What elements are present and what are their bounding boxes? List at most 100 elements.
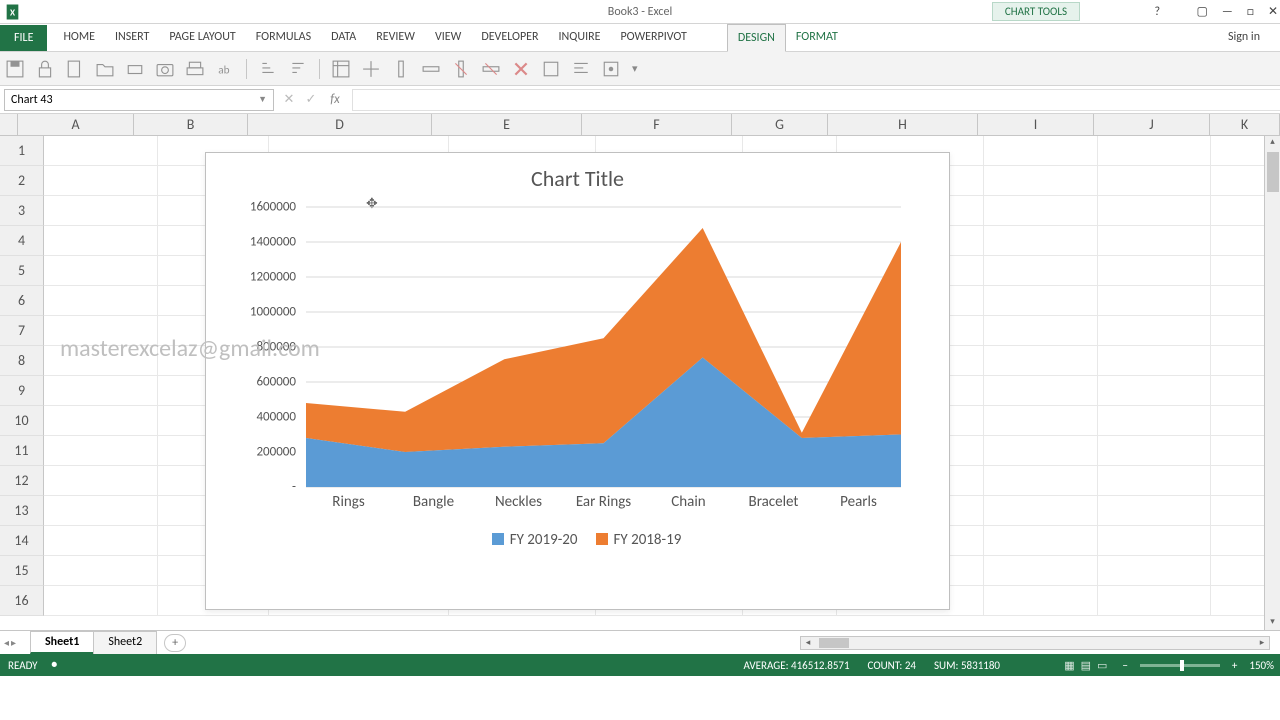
cell[interactable]	[1098, 526, 1212, 556]
form-icon[interactable]	[542, 60, 560, 78]
view-mode-icons[interactable]: ▦▤▭	[1061, 659, 1110, 672]
sheet-nav[interactable]: ◂▸	[4, 636, 16, 649]
column-header-I[interactable]: I	[978, 114, 1094, 135]
hscroll-thumb[interactable]	[819, 638, 849, 648]
cell[interactable]	[984, 526, 1098, 556]
cell[interactable]	[1098, 316, 1212, 346]
namebox-dropdown-icon[interactable]: ▼	[258, 94, 267, 105]
cell[interactable]	[984, 436, 1098, 466]
chart-plot-area[interactable]	[306, 207, 901, 487]
zoom-out-icon[interactable]: −	[1122, 659, 1127, 672]
pivot-icon[interactable]	[332, 60, 350, 78]
cell[interactable]	[1098, 346, 1212, 376]
camera-icon[interactable]	[156, 60, 174, 78]
cell[interactable]	[1098, 376, 1212, 406]
column-header-H[interactable]: H	[828, 114, 978, 135]
freeze-icon[interactable]	[362, 60, 380, 78]
fx-icon[interactable]: fx	[322, 92, 348, 107]
save-icon[interactable]	[6, 60, 24, 78]
lock-icon[interactable]	[36, 60, 54, 78]
tab-file[interactable]: FILE	[0, 25, 47, 51]
area-series-fy1819[interactable]	[306, 228, 901, 452]
row-header-13[interactable]: 13	[0, 496, 44, 526]
formula-enter-icon[interactable]: ✓	[300, 92, 322, 107]
scroll-right-icon[interactable]: ▸	[1255, 637, 1269, 648]
row-header-15[interactable]: 15	[0, 556, 44, 586]
cell[interactable]	[44, 436, 158, 466]
tab-home[interactable]: HOME	[53, 24, 105, 51]
cell[interactable]	[1098, 196, 1212, 226]
sheet-tab-sheet2[interactable]: Sheet2	[93, 631, 157, 654]
name-box[interactable]: Chart 43 ▼	[4, 89, 274, 111]
macro-record-icon[interactable]: ⏺	[52, 658, 58, 672]
tab-inquire[interactable]: INQUIRE	[549, 24, 611, 51]
row-header-11[interactable]: 11	[0, 436, 44, 466]
cell[interactable]	[984, 286, 1098, 316]
row-header-4[interactable]: 4	[0, 226, 44, 256]
tab-insert[interactable]: INSERT	[105, 24, 159, 51]
sheet-tab-sheet1[interactable]: Sheet1	[30, 631, 94, 654]
cell[interactable]	[44, 466, 158, 496]
new-icon[interactable]	[66, 60, 84, 78]
cell[interactable]	[1098, 466, 1212, 496]
row-header-14[interactable]: 14	[0, 526, 44, 556]
cell[interactable]	[44, 556, 158, 586]
cell[interactable]	[1098, 226, 1212, 256]
cell[interactable]	[984, 406, 1098, 436]
scroll-up-icon[interactable]: ▴	[1265, 136, 1280, 150]
cell[interactable]	[984, 496, 1098, 526]
cell[interactable]	[44, 376, 158, 406]
macros-icon[interactable]	[602, 60, 620, 78]
scroll-left-icon[interactable]: ◂	[801, 637, 815, 648]
cell[interactable]	[1098, 136, 1212, 166]
column-header-E[interactable]: E	[432, 114, 582, 135]
delete-icon[interactable]	[512, 60, 530, 78]
tab-view[interactable]: VIEW	[425, 24, 471, 51]
cell[interactable]	[984, 346, 1098, 376]
cell[interactable]	[1098, 496, 1212, 526]
row-header-7[interactable]: 7	[0, 316, 44, 346]
quick-print-icon[interactable]	[186, 60, 204, 78]
cell[interactable]	[44, 496, 158, 526]
delete-col-icon[interactable]	[452, 60, 470, 78]
cell[interactable]	[1098, 436, 1212, 466]
help-icon[interactable]: ?	[1154, 5, 1160, 19]
chart-legend[interactable]: FY 2019-20FY 2018-19	[206, 531, 949, 549]
add-sheet-button[interactable]: +	[164, 634, 186, 652]
cell[interactable]	[44, 226, 158, 256]
column-header-D[interactable]: D	[248, 114, 432, 135]
row-header-8[interactable]: 8	[0, 346, 44, 376]
cell[interactable]	[44, 586, 158, 616]
sort-asc-icon[interactable]	[259, 60, 277, 78]
tab-formulas[interactable]: FORMULAS	[246, 24, 321, 51]
insert-col-icon[interactable]	[392, 60, 410, 78]
cell[interactable]	[1098, 166, 1212, 196]
vertical-scrollbar[interactable]: ▴ ▾	[1264, 136, 1280, 630]
close-icon[interactable]: ✕	[1268, 4, 1278, 19]
tab-design[interactable]: DESIGN	[727, 24, 786, 52]
column-header-A[interactable]: A	[18, 114, 134, 135]
column-header-K[interactable]: K	[1210, 114, 1280, 135]
cell[interactable]	[1098, 556, 1212, 586]
cell[interactable]	[984, 256, 1098, 286]
row-header-6[interactable]: 6	[0, 286, 44, 316]
row-header-10[interactable]: 10	[0, 406, 44, 436]
tab-format[interactable]: FORMAT	[786, 24, 848, 51]
row-header-16[interactable]: 16	[0, 586, 44, 616]
tab-review[interactable]: REVIEW	[366, 24, 425, 51]
cell[interactable]	[984, 586, 1098, 616]
chart-title[interactable]: Chart Title	[206, 165, 949, 192]
column-header-F[interactable]: F	[582, 114, 732, 135]
open-icon[interactable]	[96, 60, 114, 78]
tab-data[interactable]: DATA	[321, 24, 366, 51]
cell[interactable]	[984, 316, 1098, 346]
cell[interactable]	[44, 136, 158, 166]
delete-row-icon[interactable]	[482, 60, 500, 78]
cell[interactable]	[984, 166, 1098, 196]
cell[interactable]	[984, 376, 1098, 406]
row-header-3[interactable]: 3	[0, 196, 44, 226]
cell[interactable]	[1098, 586, 1212, 616]
cell[interactable]	[984, 556, 1098, 586]
column-header-G[interactable]: G	[732, 114, 828, 135]
ribbon-options-icon[interactable]: ▢	[1196, 4, 1207, 19]
